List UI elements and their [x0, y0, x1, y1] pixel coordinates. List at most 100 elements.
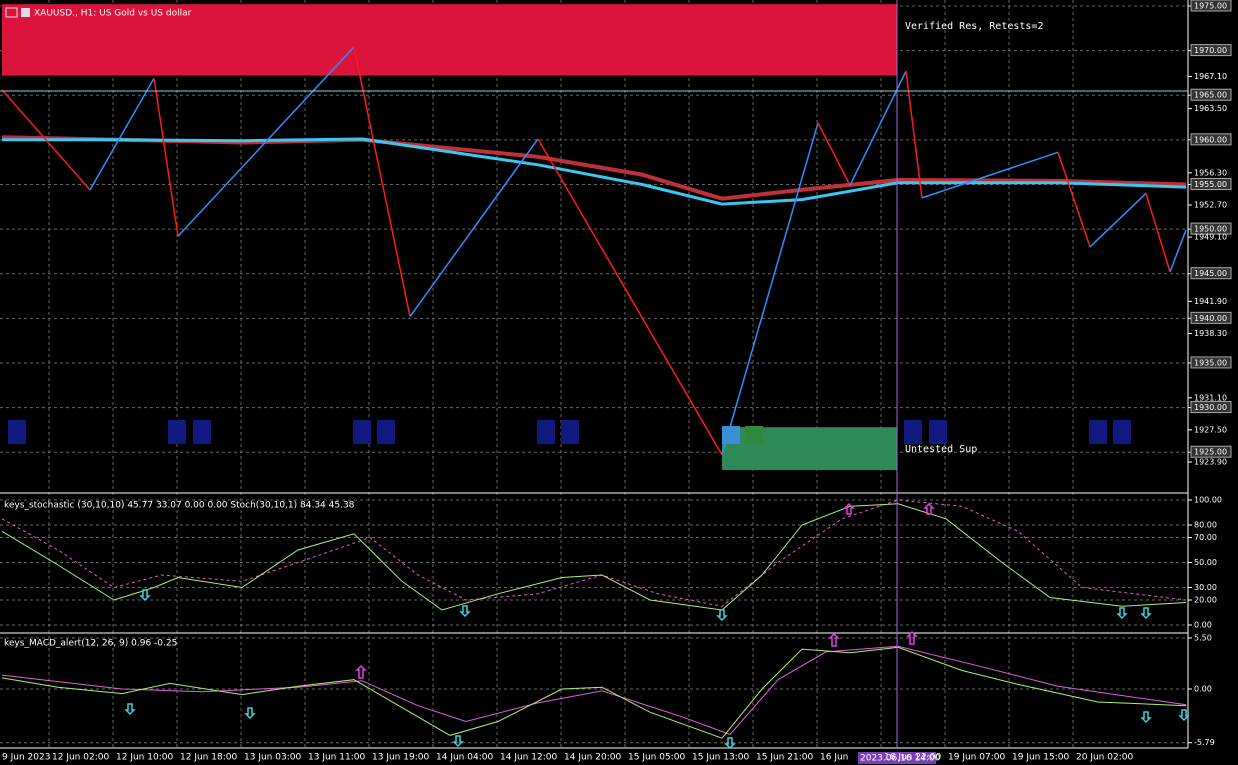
- time-label: 13 Jun 19:00: [372, 753, 429, 763]
- y-tick-label: 1941.90: [1194, 297, 1227, 306]
- time-label: 15 Jun 05:00: [628, 753, 685, 763]
- zigzag-leg: [905, 71, 923, 198]
- signal-block: [1113, 420, 1131, 444]
- signal-block: [8, 420, 26, 444]
- stoch-signal: [1, 499, 1187, 607]
- time-label: 14 Jun 20:00: [564, 753, 621, 763]
- signal-block: [745, 426, 763, 444]
- signal-block: [929, 420, 947, 444]
- signal-blocks: [8, 420, 1131, 444]
- y-tick-label: 100.00: [1194, 496, 1222, 505]
- time-label: 19 Jun 15:00: [1012, 753, 1069, 763]
- down-arrow: [923, 502, 935, 515]
- tick-box: [1190, 445, 1232, 458]
- y-tick-label: 70.00: [1194, 533, 1217, 542]
- up-arrow: [1178, 709, 1190, 722]
- tick-box: [1190, 177, 1232, 190]
- down-arrow: [843, 502, 855, 515]
- time-label: 12 Jun 18:00: [180, 753, 237, 763]
- y-tick-label: 1950.00: [1194, 225, 1227, 234]
- cursor-label: 2023.06.16 14:00: [860, 754, 941, 764]
- y-tick-label: 1975.00: [1194, 1, 1227, 10]
- cursor-box: [858, 752, 936, 764]
- resistance-label: Verified Res, Retests=2: [905, 21, 1043, 32]
- y-tick-label: 50.00: [1194, 558, 1217, 567]
- y-tick-label: 1935.00: [1194, 358, 1227, 367]
- tick-box: [1190, 356, 1232, 369]
- zigzag-leg: [721, 122, 819, 456]
- up-arrow: [1116, 607, 1128, 620]
- tick-box: [1190, 0, 1232, 12]
- up-arrow: [139, 589, 151, 602]
- panel-borders: [0, 0, 1189, 749]
- y-tick-label: 1965.00: [1194, 91, 1227, 100]
- zigzag-leg: [817, 122, 851, 186]
- time-label: 16 Jun 22:00: [884, 753, 941, 763]
- time-label: 9 Jun 2023: [2, 753, 50, 763]
- y-tick-label: 30.00: [1194, 583, 1217, 592]
- macd-main: [1, 646, 1187, 739]
- time-label: 15 Jun 21:00: [756, 753, 813, 763]
- down-arrow: [906, 630, 918, 645]
- y-tick-label: 1949.10: [1194, 233, 1227, 242]
- signal-block: [1089, 420, 1107, 444]
- symbol-icon: [5, 7, 30, 18]
- y-tick-label: 1963.50: [1194, 104, 1227, 113]
- stoch-main: [1, 503, 1187, 611]
- y-tick-label: 5.50: [1194, 633, 1212, 642]
- time-label: 19 Jun 07:00: [948, 753, 1005, 763]
- y-tick-label: 1956.30: [1194, 168, 1227, 177]
- up-arrow: [459, 605, 471, 618]
- y-tick-label: 0.00: [1194, 621, 1212, 630]
- chart-title: XAUUSD., H1: US Gold vs US dollar: [34, 9, 192, 19]
- grid: [0, 0, 1188, 748]
- resistance-zone: [2, 4, 897, 76]
- up-arrow: [1140, 711, 1152, 724]
- stochastic-label: keys_stochastic (30,10,10) 45.77 33.07 0…: [4, 501, 355, 511]
- tick-box: [1190, 401, 1232, 414]
- macd-label: keys_MACD_alert(12, 26, 9) 0.96 -0.25: [4, 639, 177, 649]
- y-tick-label: 1930.00: [1194, 403, 1227, 412]
- down-arrow: [828, 632, 840, 647]
- up-arrow: [716, 609, 728, 622]
- arrows: [124, 502, 1190, 750]
- y-tick-label: 1967.10: [1194, 72, 1227, 81]
- macd-signal: [1, 645, 1187, 736]
- zigzag-leg: [1089, 192, 1147, 248]
- signal-block: [904, 420, 922, 444]
- signal-block: [722, 426, 740, 444]
- zigzag-leg: [353, 46, 411, 317]
- y-tick-label: 1955.00: [1194, 180, 1227, 189]
- tick-box: [1190, 44, 1232, 57]
- signal-block: [193, 420, 211, 444]
- y-tick-label: 0.00: [1194, 685, 1212, 694]
- up-arrow: [124, 703, 136, 716]
- y-tick-label: 1927.50: [1194, 425, 1227, 434]
- signal-block: [561, 420, 579, 444]
- time-label: 15 Jun 13:00: [692, 753, 749, 763]
- support-label: Untested Sup: [905, 444, 977, 455]
- zigzag-leg: [537, 138, 723, 456]
- signal-block: [168, 420, 186, 444]
- y-tick-label: 1940.00: [1194, 314, 1227, 323]
- y-tick-label: 20.00: [1194, 596, 1217, 605]
- time-label: 12 Jun 02:00: [52, 753, 109, 763]
- up-arrow: [244, 707, 256, 720]
- zigzag-leg: [89, 77, 155, 191]
- y-tick-label: 1960.00: [1194, 135, 1227, 144]
- up-arrow: [452, 735, 464, 748]
- zigzag-leg: [1, 89, 91, 191]
- time-label: 13 Jun 11:00: [308, 753, 365, 763]
- plot-layer: [1, 4, 1187, 739]
- time-label: 12 Jun 10:00: [116, 753, 173, 763]
- y-tick-label: 1945.00: [1194, 269, 1227, 278]
- zigzag-leg: [921, 151, 1059, 199]
- zigzag-leg: [1169, 229, 1187, 273]
- time-label: 16 Jun: [820, 753, 848, 763]
- up-arrow: [724, 737, 736, 750]
- y-tick-label: 1931.10: [1194, 393, 1227, 402]
- y-tick-label: 80.00: [1194, 521, 1217, 530]
